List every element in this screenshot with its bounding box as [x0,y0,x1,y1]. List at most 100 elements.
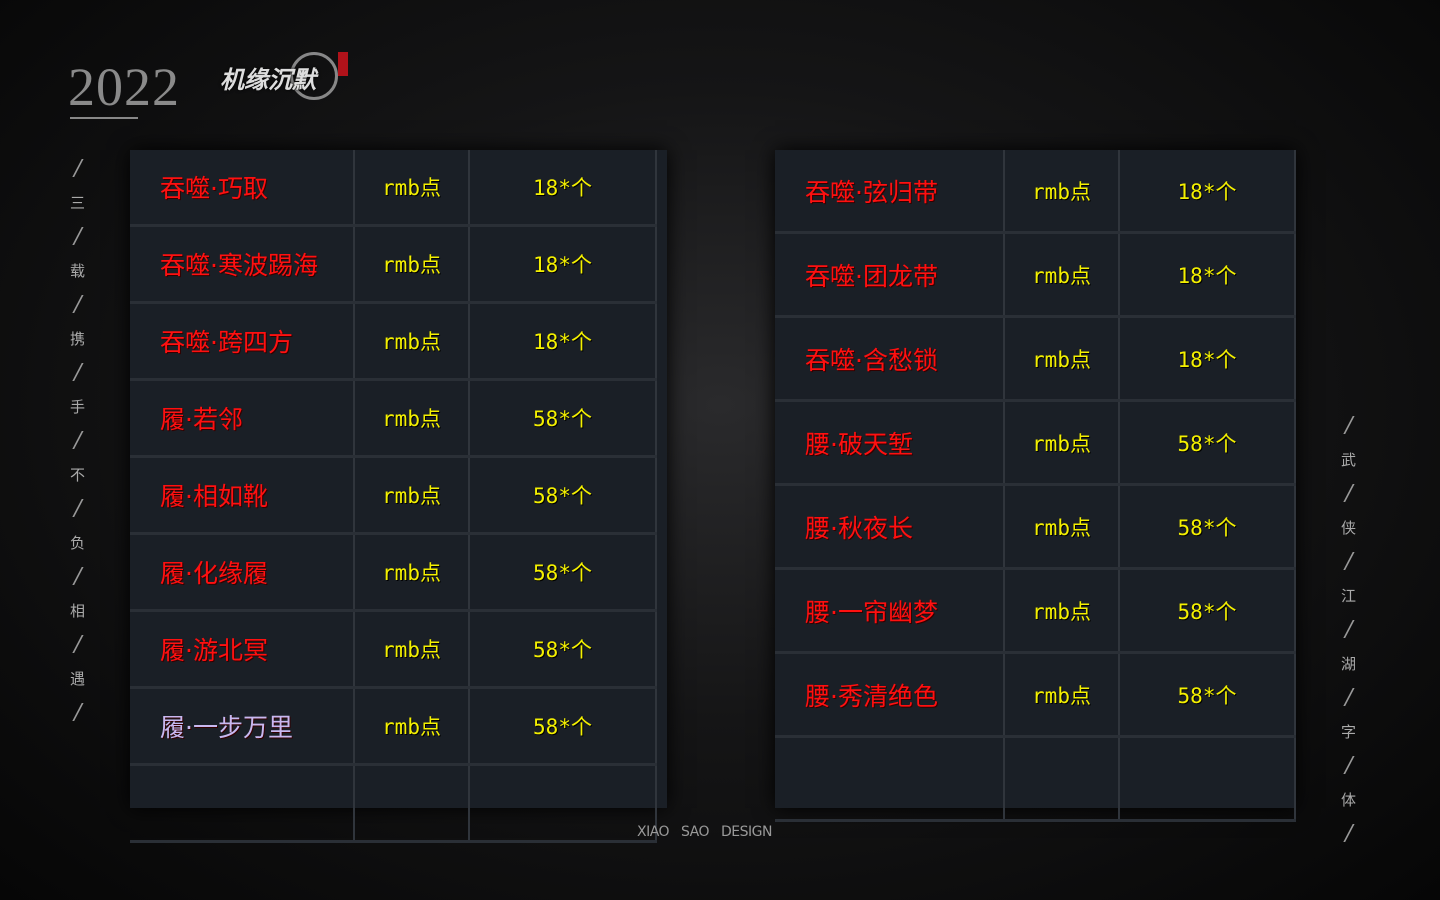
table-row: 吞噬·弦归带 rmb点 18*个 [775,150,1296,234]
table-row: 腰·秋夜长 rmb点 58*个 [775,486,1296,570]
left-vertical-text: / 三 / 载 / 携 / 手 / 不 / 负 / 相 / 遇 / [70,155,85,727]
divider [70,117,138,119]
vertical-char: 湖 [1341,655,1357,673]
slash-divider: / [71,564,84,589]
slash-divider: / [1342,413,1355,438]
table-row [775,738,1296,822]
item-price: rmb点 [355,689,470,763]
item-quantity: 58*个 [470,381,657,455]
footer-credit: XIAO SAO DESIGN [637,824,772,840]
item-quantity: 58*个 [470,689,657,763]
item-name: 履·化缘履 [130,535,355,609]
item-name: 吞噬·含愁锁 [775,318,1005,399]
slash-divider: / [71,428,84,453]
vertical-char: 遇 [70,670,86,688]
item-quantity: 18*个 [1120,234,1296,315]
item-quantity: 58*个 [470,612,657,686]
vertical-char: 三 [70,194,86,212]
item-quantity: 58*个 [1120,570,1296,651]
vertical-char: 不 [70,466,86,484]
item-price: rmb点 [355,304,470,378]
slash-divider: / [71,496,84,521]
table-row: 履·化缘履 rmb点 58*个 [130,535,657,612]
slash-divider: / [71,360,84,385]
vertical-char: 江 [1341,587,1357,605]
empty-cell [1120,738,1296,819]
item-name: 履·一步万里 [130,689,355,763]
item-price: rmb点 [355,381,470,455]
slash-divider: / [71,700,84,725]
table-row: 吞噬·含愁锁 rmb点 18*个 [775,318,1296,402]
vertical-char: 武 [1341,451,1357,469]
slash-divider: / [71,224,84,249]
item-price: rmb点 [355,227,470,301]
item-name: 腰·秋夜长 [775,486,1005,567]
item-quantity: 58*个 [470,458,657,532]
item-price: rmb点 [1005,234,1120,315]
slash-divider: / [71,156,84,181]
table-row: 吞噬·寒波踢海 rmb点 18*个 [130,227,657,304]
item-price: rmb点 [1005,150,1120,231]
slash-divider: / [71,632,84,657]
item-price: rmb点 [355,150,470,224]
slash-divider: / [1342,617,1355,642]
item-name: 腰·一帘幽梦 [775,570,1005,651]
slash-divider: / [1342,481,1355,506]
empty-cell [775,738,1005,819]
item-quantity: 58*个 [1120,402,1296,483]
right-vertical-text: / 武 / 侠 / 江 / 湖 / 字 / 体 / [1341,412,1356,848]
vertical-char: 载 [70,262,86,280]
vertical-char: 体 [1341,791,1357,809]
table-row: 腰·秀清绝色 rmb点 58*个 [775,654,1296,738]
vertical-char: 相 [70,602,86,620]
table-row: 履·相如靴 rmb点 58*个 [130,458,657,535]
item-name: 腰·破天堑 [775,402,1005,483]
item-price: rmb点 [1005,318,1120,399]
item-name: 吞噬·团龙带 [775,234,1005,315]
vertical-char: 负 [70,534,86,552]
item-name: 吞噬·跨四方 [130,304,355,378]
left-item-table: 吞噬·巧取 rmb点 18*个 吞噬·寒波踢海 rmb点 18*个 吞噬·跨四方 rmb点 18… [130,150,667,843]
year-title: 2022 [68,57,180,117]
item-name: 吞噬·巧取 [130,150,355,224]
item-quantity: 18*个 [470,304,657,378]
item-price: rmb点 [1005,570,1120,651]
item-quantity: 18*个 [470,227,657,301]
slash-divider: / [1342,549,1355,574]
slash-divider: / [1342,753,1355,778]
item-quantity: 18*个 [470,150,657,224]
item-name: 履·相如靴 [130,458,355,532]
empty-cell [355,766,470,840]
item-quantity: 58*个 [1120,654,1296,735]
game-logo: 机缘沉默 [220,52,350,104]
slash-divider: / [1342,685,1355,710]
empty-cell [470,766,657,840]
item-quantity: 18*个 [1120,318,1296,399]
item-name: 吞噬·弦归带 [775,150,1005,231]
table-row: 履·一步万里 rmb点 58*个 [130,689,657,766]
dragon-ring-icon [290,52,338,100]
vertical-char: 字 [1341,723,1357,741]
item-name: 吞噬·寒波踢海 [130,227,355,301]
item-name: 履·若邻 [130,381,355,455]
table-row: 吞噬·巧取 rmb点 18*个 [130,150,657,227]
vertical-char: 手 [70,398,86,416]
table-row: 腰·一帘幽梦 rmb点 58*个 [775,570,1296,654]
item-name: 履·游北冥 [130,612,355,686]
vertical-char: 携 [70,330,86,348]
vertical-char: 侠 [1341,519,1357,537]
table-row: 吞噬·团龙带 rmb点 18*个 [775,234,1296,318]
item-quantity: 58*个 [470,535,657,609]
logo-text: 机缘沉默 [220,65,316,94]
empty-cell [130,766,355,840]
table-row: 腰·破天堑 rmb点 58*个 [775,402,1296,486]
item-price: rmb点 [1005,486,1120,567]
table-row: 吞噬·跨四方 rmb点 18*个 [130,304,657,381]
table-row: 履·游北冥 rmb点 58*个 [130,612,657,689]
item-price: rmb点 [355,612,470,686]
item-quantity: 18*个 [1120,150,1296,231]
table-row: 履·若邻 rmb点 58*个 [130,381,657,458]
item-price: rmb点 [1005,402,1120,483]
slash-divider: / [71,292,84,317]
empty-cell [1005,738,1120,819]
